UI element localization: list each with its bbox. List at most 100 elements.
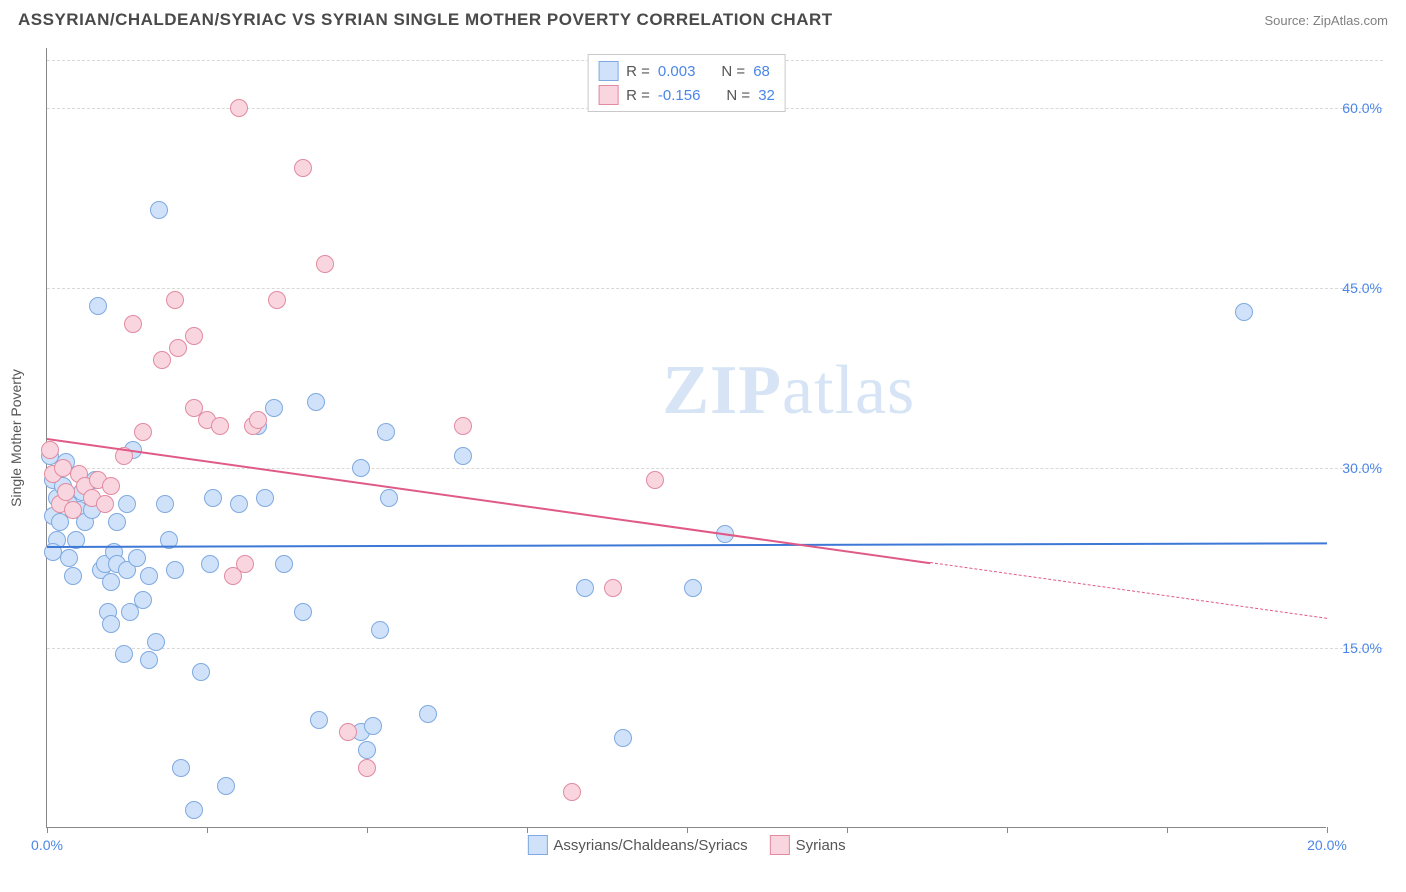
N-value-a: 68 xyxy=(753,63,770,80)
data-point xyxy=(256,489,274,507)
data-point xyxy=(185,327,203,345)
data-point xyxy=(108,513,126,531)
data-point xyxy=(185,801,203,819)
y-tick-label: 45.0% xyxy=(1330,280,1382,296)
legend-correlation: R = 0.003 N = 68 R = -0.156 N = 32 xyxy=(587,54,786,112)
data-point xyxy=(358,759,376,777)
x-tick xyxy=(367,827,368,833)
data-point xyxy=(1235,303,1253,321)
data-point xyxy=(377,423,395,441)
data-point xyxy=(150,201,168,219)
data-point xyxy=(275,555,293,573)
swatch-series-a xyxy=(527,835,547,855)
data-point xyxy=(140,651,158,669)
x-tick xyxy=(847,827,848,833)
data-point xyxy=(294,603,312,621)
data-point xyxy=(156,495,174,513)
y-axis-title: Single Mother Poverty xyxy=(8,369,24,507)
data-point xyxy=(204,489,222,507)
data-point xyxy=(192,663,210,681)
swatch-series-b xyxy=(770,835,790,855)
plot-area: ZIPatlas R = 0.003 N = 68 R = -0.156 N =… xyxy=(46,48,1326,828)
gridline xyxy=(47,288,1383,289)
legend-row-series-b: R = -0.156 N = 32 xyxy=(598,83,775,107)
data-point xyxy=(358,741,376,759)
R-label: R = xyxy=(626,87,650,104)
data-point xyxy=(684,579,702,597)
data-point xyxy=(307,393,325,411)
data-point xyxy=(604,579,622,597)
data-point xyxy=(316,255,334,273)
data-point xyxy=(230,99,248,117)
R-label: R = xyxy=(626,63,650,80)
N-label: N = xyxy=(721,63,745,80)
legend-label-a: Assyrians/Chaldeans/Syriacs xyxy=(553,837,747,854)
plot-wrap: Single Mother Poverty ZIPatlas R = 0.003… xyxy=(46,48,1386,828)
data-point xyxy=(454,447,472,465)
data-point xyxy=(102,477,120,495)
data-point xyxy=(89,297,107,315)
legend-row-series-a: R = 0.003 N = 68 xyxy=(598,59,775,83)
data-point xyxy=(169,339,187,357)
data-point xyxy=(352,459,370,477)
data-point xyxy=(166,561,184,579)
data-point xyxy=(265,399,283,417)
legend-series: Assyrians/Chaldeans/Syriacs Syrians xyxy=(527,835,845,855)
data-point xyxy=(64,567,82,585)
data-point xyxy=(563,783,581,801)
data-point xyxy=(115,645,133,663)
legend-item-a: Assyrians/Chaldeans/Syriacs xyxy=(527,835,747,855)
y-tick-label: 30.0% xyxy=(1330,460,1382,476)
data-point xyxy=(294,159,312,177)
x-tick xyxy=(1327,827,1328,833)
data-point xyxy=(96,495,114,513)
data-point xyxy=(419,705,437,723)
data-point xyxy=(364,717,382,735)
N-value-b: 32 xyxy=(758,87,775,104)
data-point xyxy=(153,351,171,369)
R-value-a: 0.003 xyxy=(658,63,696,80)
data-point xyxy=(268,291,286,309)
chart-header: ASSYRIAN/CHALDEAN/SYRIAC VS SYRIAN SINGL… xyxy=(0,0,1406,36)
x-tick-label: 0.0% xyxy=(31,837,63,853)
data-point xyxy=(128,549,146,567)
legend-label-b: Syrians xyxy=(796,837,846,854)
data-point xyxy=(230,495,248,513)
x-tick xyxy=(1007,827,1008,833)
R-value-b: -0.156 xyxy=(658,87,701,104)
x-tick xyxy=(687,827,688,833)
watermark: ZIPatlas xyxy=(662,351,915,431)
watermark-bold: ZIP xyxy=(662,352,782,429)
data-point xyxy=(454,417,472,435)
data-point xyxy=(211,417,229,435)
watermark-light: atlas xyxy=(782,352,915,429)
data-point xyxy=(134,423,152,441)
trendline xyxy=(930,562,1327,619)
data-point xyxy=(371,621,389,639)
data-point xyxy=(102,615,120,633)
data-point xyxy=(339,723,357,741)
trendline xyxy=(47,542,1327,548)
data-point xyxy=(102,573,120,591)
data-point xyxy=(140,567,158,585)
gridline xyxy=(47,648,1383,649)
data-point xyxy=(57,483,75,501)
data-point xyxy=(166,291,184,309)
data-point xyxy=(172,759,190,777)
data-point xyxy=(124,315,142,333)
data-point xyxy=(614,729,632,747)
data-point xyxy=(201,555,219,573)
legend-item-b: Syrians xyxy=(770,835,846,855)
x-tick xyxy=(1167,827,1168,833)
x-tick-label: 20.0% xyxy=(1307,837,1347,853)
data-point xyxy=(60,549,78,567)
data-point xyxy=(576,579,594,597)
y-tick-label: 15.0% xyxy=(1330,640,1382,656)
chart-source: Source: ZipAtlas.com xyxy=(1264,13,1388,28)
chart-title: ASSYRIAN/CHALDEAN/SYRIAC VS SYRIAN SINGL… xyxy=(18,10,833,30)
data-point xyxy=(147,633,165,651)
N-label: N = xyxy=(726,87,750,104)
data-point xyxy=(236,555,254,573)
data-point xyxy=(310,711,328,729)
x-tick xyxy=(47,827,48,833)
